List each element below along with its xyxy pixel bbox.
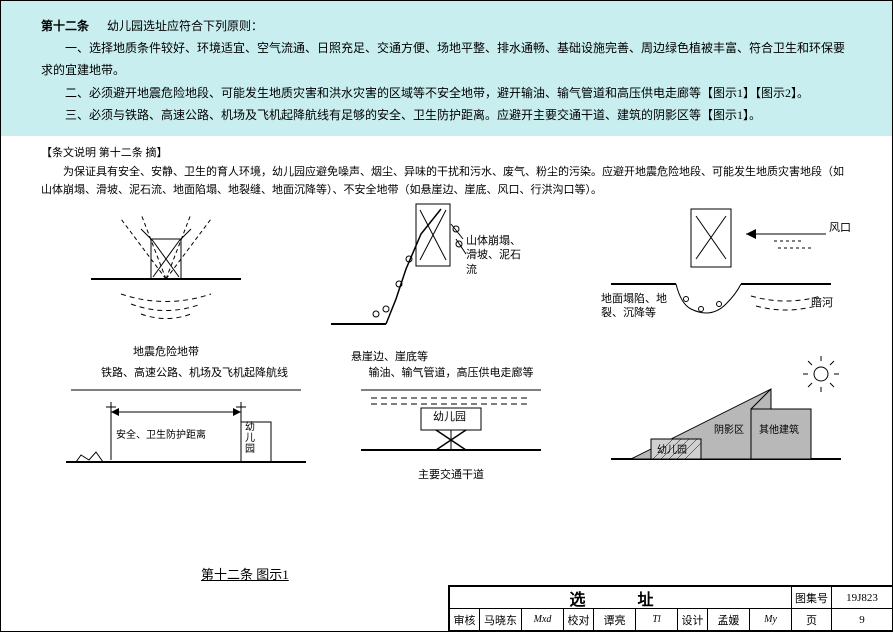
tb-r2v: 谭亮 [594,609,636,631]
article-p2: 二、必须避开地震危险地段、可能发生地质灾害和洪水灾害的区域等不安全地带，避开输油… [41,82,852,104]
d6-box2: 其他建筑 [759,421,799,436]
diagram-area: 地震危险地带 山体崩塌、滑坡、泥石流 悬崖边、崖底等 [1,204,892,514]
tb-r3v: 孟媛 [708,609,750,631]
diagram-shadow: 幼儿园 其他建筑 阴影区 [611,359,851,473]
article-highlight: 第十二条 幼儿园选址应符合下列原则： 一、选择地质条件较好、环境适宜、空气流通、… [1,1,892,136]
d4-dist: 安全、卫生防护距离 [116,426,206,441]
d6-shadow: 阴影区 [714,421,744,436]
tb-r1s: Mxd [522,609,564,631]
note-body: 为保证具有安全、安静、卫生的育人环境，幼儿园应避免噪声、烟尘、异味的干扰和污水、… [41,163,852,200]
d5-box: 幼儿园 [433,408,466,424]
d5-top: 输油、输气管道，高压供电走廊等 [351,364,551,380]
tb-r1v: 马晓东 [480,609,522,631]
wind-label: 风口 [829,219,851,235]
set-value: 19J823 [832,587,892,609]
diagram-pipeline: 输油、输气管道，高压供电走廊等 幼儿园 主要交通干道 [351,364,551,482]
figure-caption: 第十二条 图示1 [201,564,289,583]
tb-r2: 校对 [564,609,594,631]
title-block: 选 址 图集号 19J823 审核 马晓东 Mxd 校对 谭亮 Tl 设计 孟媛… [448,585,892,631]
article-number: 第十二条 [41,19,89,33]
tb-r3: 设计 [678,609,708,631]
collapse-label: 地面塌陷、地裂、沉降等 [601,292,681,321]
diagram-collapse: 风口 地面塌陷、地裂、沉降等 暗河 [601,204,861,348]
tb-pgv: 9 [832,609,892,631]
note-title: 【条文说明 第十二条 摘】 [41,144,852,163]
diagram-cliff: 山体崩塌、滑坡、泥石流 悬崖边、崖底等 [321,204,521,364]
river-label: 暗河 [811,294,833,310]
diagram-earthquake-label: 地震危险地带 [81,343,251,359]
article-p1: 一、选择地质条件较好、环境适宜、空气流通、日照充足、交通方便、场地平整、排水通畅… [41,37,852,81]
d6-box1: 幼儿园 [657,441,687,456]
tb-r1: 审核 [450,609,480,631]
article-line-1: 第十二条 幼儿园选址应符合下列原则： [41,15,852,37]
d4-top: 铁路、高速公路、机场及飞机起降航线 [101,364,311,380]
diagram-cliff-label: 悬崖边、崖底等 [351,348,521,364]
diagram-cliff-text: 山体崩塌、滑坡、泥石流 [466,234,526,277]
explanation-note: 【条文说明 第十二条 摘】 为保证具有安全、安静、卫生的育人环境，幼儿园应避免噪… [1,136,892,204]
drawing-title: 选 址 [450,587,792,609]
tb-pg: 页 [792,609,832,631]
article-p3: 三、必须与铁路、高速公路、机场及飞机起降航线有足够的安全、卫生防护距离。应避开主… [41,104,852,126]
article-intro: 幼儿园选址应符合下列原则： [107,19,263,33]
set-label: 图集号 [792,587,832,609]
d4-box: 幼儿园 [245,422,259,455]
tb-r3s: My [750,609,792,631]
diagram-earthquake: 地震危险地带 [81,209,251,359]
tb-r2s: Tl [636,609,678,631]
diagram-distance: 铁路、高速公路、机场及飞机起降航线 安全、卫生防护距离 幼儿园 [61,364,311,486]
